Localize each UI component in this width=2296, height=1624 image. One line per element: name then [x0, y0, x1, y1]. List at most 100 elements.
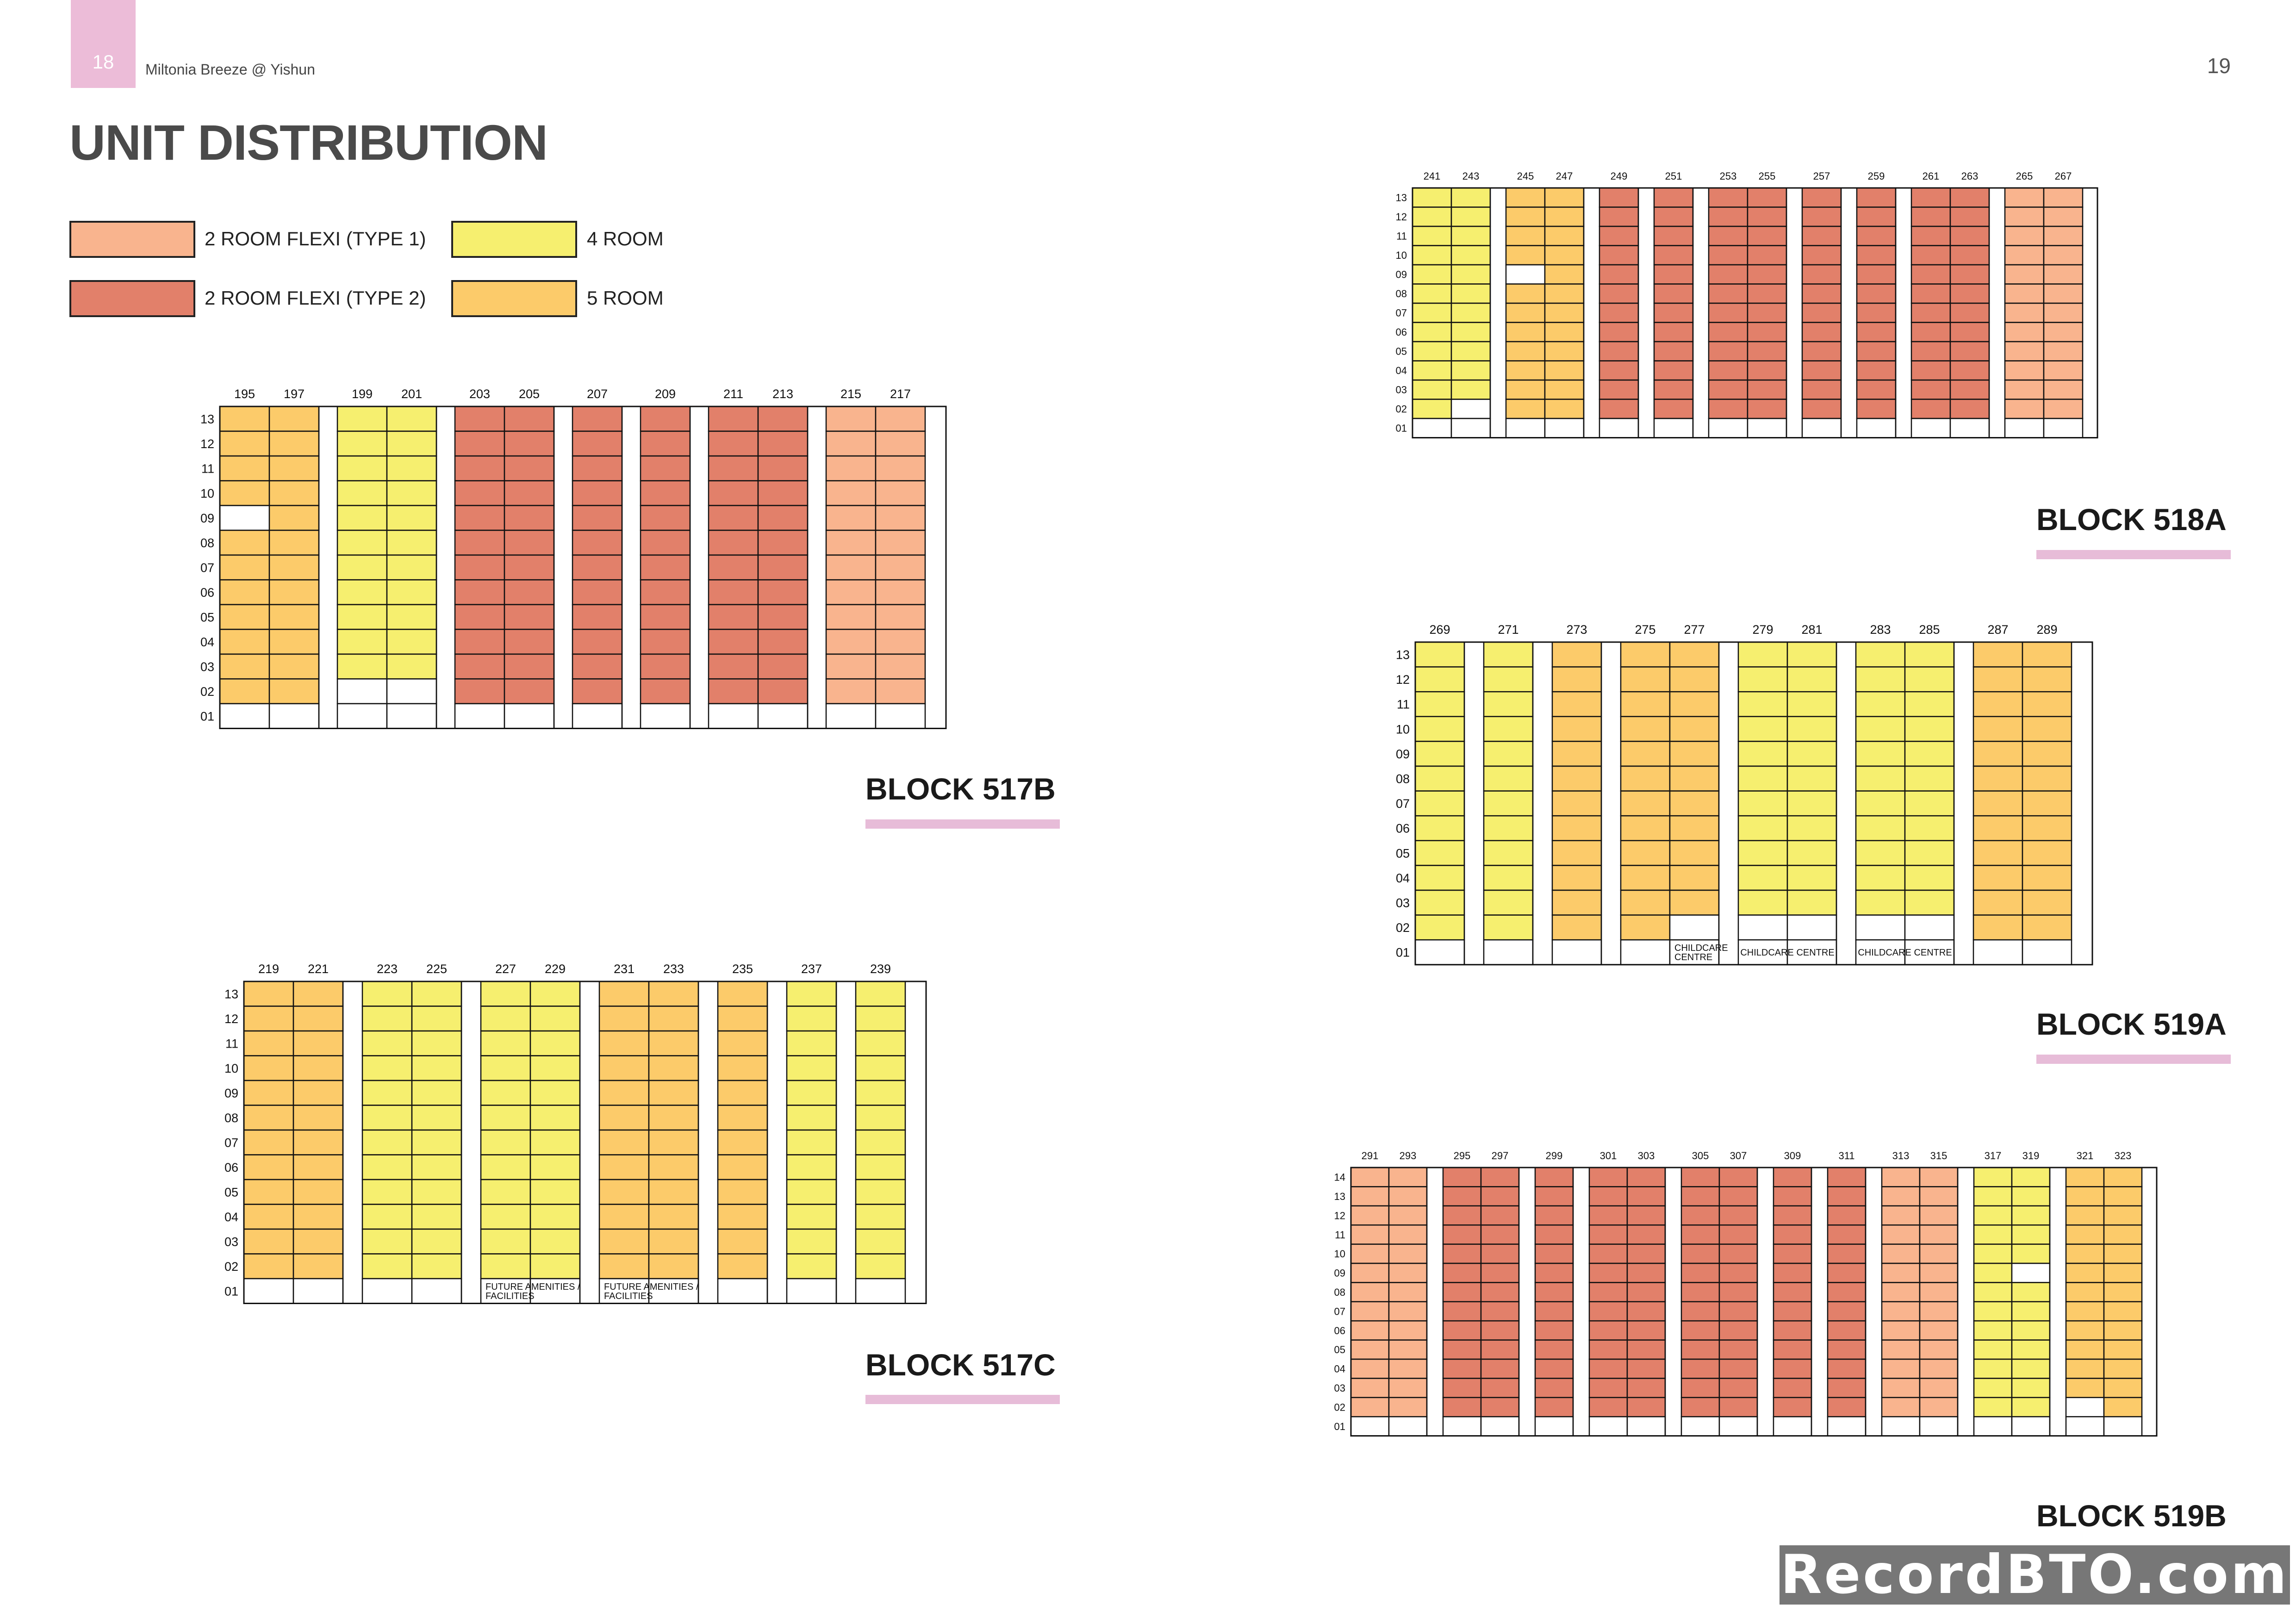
unit-cell: [1483, 815, 1534, 842]
floor-label: 02: [1396, 403, 1407, 415]
unit-cell: [2043, 206, 2084, 227]
unit-cell: [1919, 1262, 1959, 1283]
unit-cell: [1544, 379, 1585, 400]
right-page-number: 19: [2207, 54, 2231, 78]
unit-cell: [1786, 741, 1837, 767]
floor-label: 01: [1396, 946, 1410, 960]
unit-cell: [1919, 1301, 1959, 1322]
unit-cell: [1747, 379, 1787, 400]
page-number-tab: [71, 0, 136, 88]
unit-cell: [529, 1154, 581, 1181]
unit-cell: [648, 1129, 699, 1156]
block-frame: [219, 406, 947, 729]
unit-cell: [1505, 283, 1546, 304]
unit-cell: [2043, 283, 2084, 304]
unit-cell: [1786, 691, 1837, 718]
unit-cell: [1350, 1339, 1390, 1360]
legend-swatch-2room-flexi-type1: [69, 221, 195, 258]
unit-cell: [1773, 1358, 1812, 1379]
floor-label: 01: [1334, 1421, 1345, 1432]
unit-cell: [1919, 1205, 1959, 1226]
unit-cell: [1414, 691, 1465, 718]
floor-label: 08: [200, 536, 214, 550]
unit-number-label: 219: [258, 962, 279, 976]
unit-cell: [268, 554, 320, 581]
unit-cell: [529, 1253, 581, 1280]
unit-cell: [243, 1030, 294, 1056]
unit-cell: [454, 505, 505, 531]
unit-cell: [1551, 666, 1602, 693]
unit-cell: [336, 431, 388, 457]
unit-cell: [1505, 206, 1546, 227]
unit-cell: [411, 1228, 462, 1255]
unit-cell: [1881, 1378, 1921, 1399]
unit-cell: [336, 653, 388, 680]
unit-number-label: 267: [2055, 170, 2072, 182]
unit-cell: [1414, 815, 1465, 842]
unit-cell: [2065, 1243, 2105, 1264]
floor-label: 12: [1334, 1210, 1345, 1221]
unit-cell: [1972, 765, 2023, 792]
floor-label: 04: [1396, 871, 1410, 885]
unit-cell: [1827, 1397, 1867, 1418]
cell-note-text: CHILDCARE CENTRE: [1858, 948, 1952, 958]
floor-label: 04: [224, 1210, 238, 1224]
unit-cell: [2011, 1186, 2051, 1207]
unit-cell: [1708, 322, 1748, 343]
unit-cell: [1551, 889, 1602, 916]
unit-cell: [1483, 691, 1534, 718]
unit-cell: [717, 1253, 768, 1280]
unit-cell: [1973, 1205, 2013, 1226]
unit-cell: [1856, 283, 1897, 304]
unit-cell: [1412, 187, 1452, 208]
unit-cell: [361, 981, 413, 1007]
unit-cell: [1910, 264, 1951, 285]
unit-cell: [1442, 1205, 1482, 1226]
unit-number-label: 289: [2036, 623, 2057, 637]
unit-cell: [1534, 1339, 1574, 1360]
unit-cell: [1904, 889, 1955, 916]
unit-cell: [1350, 1262, 1390, 1283]
unit-cell: [1599, 225, 1639, 246]
floor-label: 06: [200, 586, 214, 600]
unit-cell: [1773, 1205, 1812, 1226]
unit-cell: [1388, 1339, 1428, 1360]
unit-number-label: 321: [2077, 1150, 2094, 1162]
unit-number-label: 255: [1759, 170, 1776, 182]
unit-cell: [336, 703, 388, 729]
unit-cell: [1350, 1416, 1390, 1437]
unit-number-label: 209: [655, 387, 676, 401]
floor-label: 05: [1396, 346, 1407, 357]
unit-cell: [1442, 1320, 1482, 1341]
unit-cell: [1718, 1205, 1758, 1226]
unit-cell: [219, 703, 270, 729]
unit-cell: [1881, 1358, 1921, 1379]
unit-cell: [1669, 765, 1720, 792]
floor-label: 03: [1334, 1382, 1345, 1394]
unit-cell: [1534, 1358, 1574, 1379]
unit-cell: [454, 431, 505, 457]
unit-cell: [361, 1006, 413, 1032]
floor-label: 14: [1334, 1172, 1345, 1183]
unit-cell: [1483, 790, 1534, 817]
unit-cell: [1786, 914, 1837, 941]
unit-cell: [1973, 1243, 2013, 1264]
unit-cell: [875, 678, 926, 705]
unit-cell: [875, 480, 926, 506]
unit-cell: [1972, 815, 2023, 842]
unit-cell: [1737, 815, 1788, 842]
unit-cell: [1773, 1224, 1812, 1245]
unit-cell: [529, 1080, 581, 1106]
unit-cell: [411, 1105, 462, 1131]
unit-cell: [1904, 865, 1955, 891]
unit-cell: [1414, 914, 1465, 941]
unit-cell: [1653, 399, 1694, 419]
unit-cell: [361, 1129, 413, 1156]
unit-cell: [411, 981, 462, 1007]
unit-number-label: 227: [495, 962, 516, 976]
unit-cell: [480, 1129, 531, 1156]
unit-cell: [1626, 1397, 1666, 1418]
unit-cell: [1480, 1358, 1520, 1379]
unit-cell: [1708, 283, 1748, 304]
unit-cell: [1669, 716, 1720, 742]
